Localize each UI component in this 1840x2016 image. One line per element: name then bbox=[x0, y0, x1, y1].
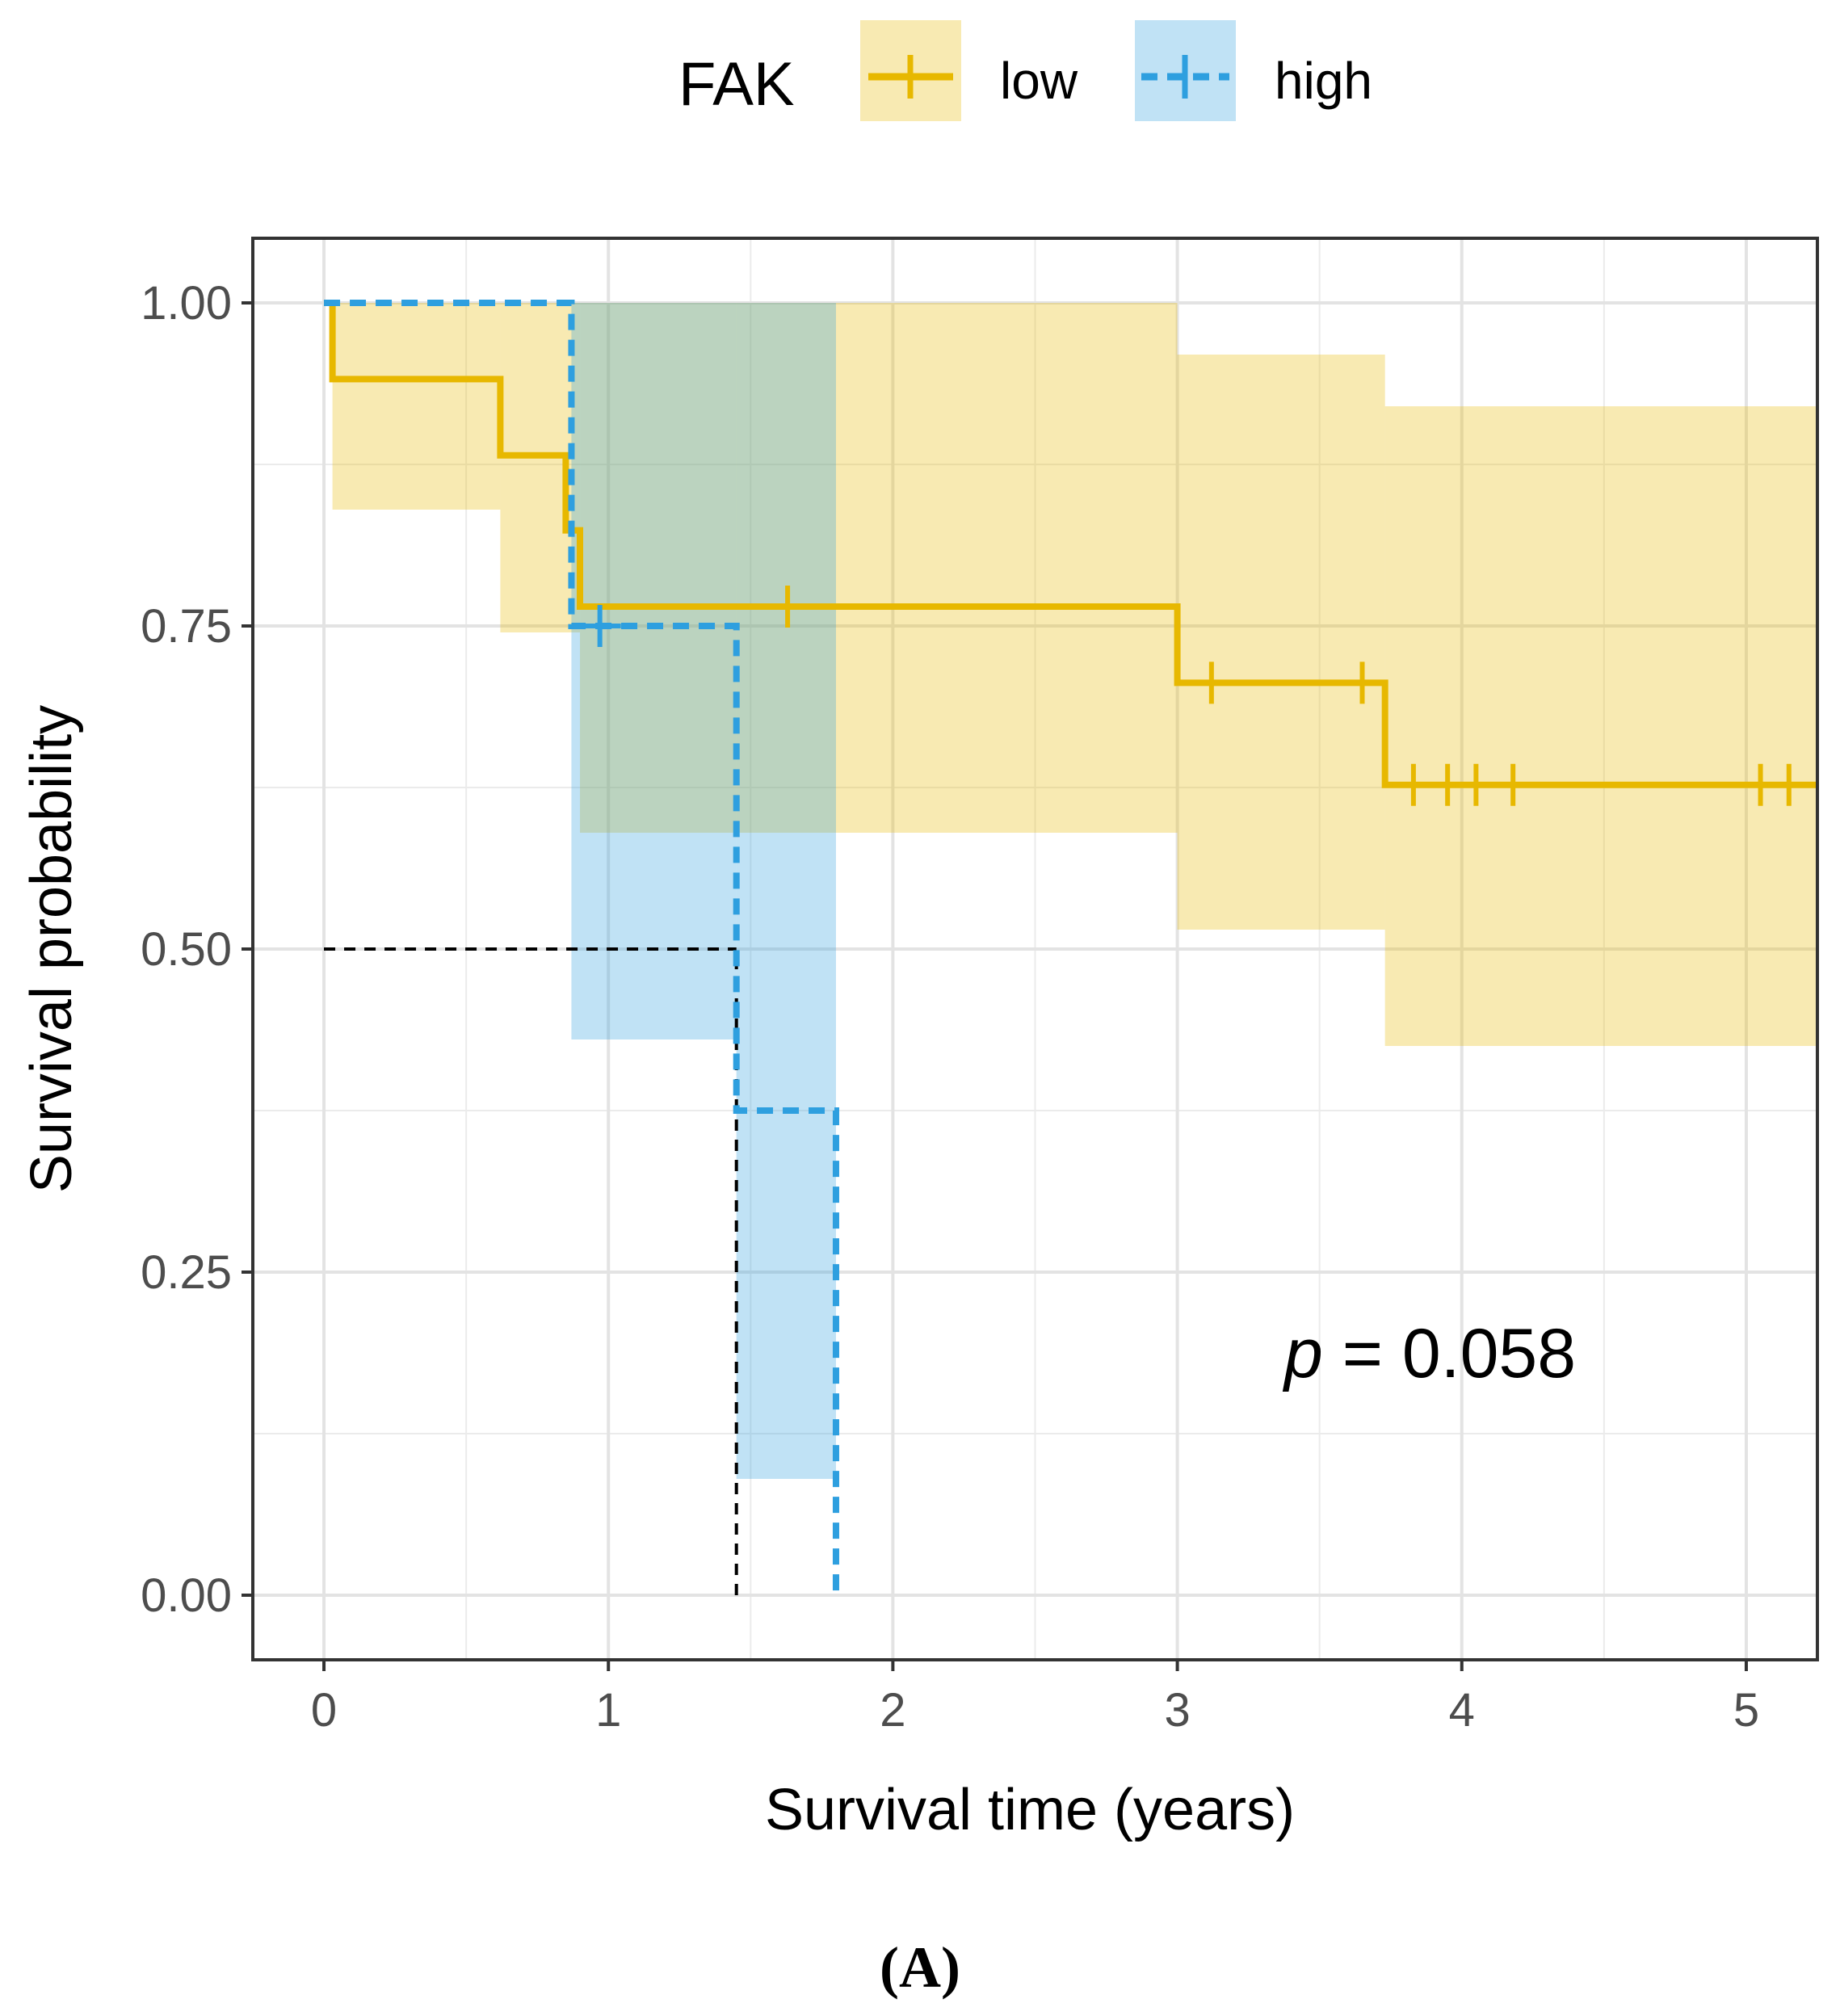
ci-band-low-3 bbox=[1177, 355, 1385, 930]
ci-band-low-0 bbox=[332, 303, 501, 510]
legend-title: FAK bbox=[678, 50, 795, 119]
censor-mark-low-2 bbox=[1341, 662, 1384, 704]
y-axis-title: Survival probability bbox=[19, 705, 84, 1193]
ci-band-low-2 bbox=[580, 303, 1178, 833]
axis-ticks: 0 1 2 3 4 5 0.00 0.25 0.50 0.75 1.00 bbox=[141, 277, 1759, 1737]
censor-mark-low-8 bbox=[1767, 763, 1810, 806]
censor-mark-low-1 bbox=[1190, 662, 1233, 704]
y-tick-label-1: 0.25 bbox=[141, 1246, 232, 1299]
legend: FAK low high bbox=[678, 20, 1372, 121]
y-tick-label-2: 0.50 bbox=[141, 923, 232, 976]
y-tick-label-0: 0.00 bbox=[141, 1569, 232, 1622]
censor-mark-low-5 bbox=[1455, 763, 1498, 806]
x-tick-label-3: 3 bbox=[1164, 1684, 1190, 1737]
p-value-symbol: p bbox=[1282, 1315, 1323, 1392]
ci-band-low-4 bbox=[1384, 406, 1817, 1046]
x-tick-label-5: 5 bbox=[1733, 1684, 1759, 1737]
x-axis-title: Survival time (years) bbox=[765, 1778, 1295, 1842]
censor-mark-low-6 bbox=[1492, 763, 1535, 806]
x-tick-label-4: 4 bbox=[1449, 1684, 1475, 1737]
survival-curve-high bbox=[324, 300, 839, 1595]
x-tick-label-0: 0 bbox=[311, 1684, 337, 1737]
censor-mark-low-0 bbox=[767, 586, 809, 628]
confidence-bands bbox=[332, 303, 1817, 1479]
p-value-annotation: p = 0.058 bbox=[1282, 1315, 1576, 1392]
x-tick-label-2: 2 bbox=[880, 1684, 905, 1737]
censor-marks bbox=[578, 586, 1810, 806]
y-tick-label-4: 1.00 bbox=[141, 277, 232, 330]
censor-mark-high-0 bbox=[578, 605, 621, 647]
median-lines bbox=[324, 947, 738, 1595]
legend-label-low: low bbox=[1000, 52, 1078, 110]
p-value-number: = 0.058 bbox=[1323, 1315, 1576, 1392]
y-tick-label-3: 0.75 bbox=[141, 600, 232, 653]
legend-label-high: high bbox=[1275, 52, 1372, 110]
plot-panel bbox=[251, 237, 1819, 1661]
grid bbox=[253, 238, 1817, 1660]
panel-label: (A) bbox=[880, 1935, 960, 2000]
x-tick-label-1: 1 bbox=[595, 1684, 621, 1737]
ci-band-high-1 bbox=[736, 303, 836, 1479]
ci-band-high-0 bbox=[571, 303, 737, 1040]
